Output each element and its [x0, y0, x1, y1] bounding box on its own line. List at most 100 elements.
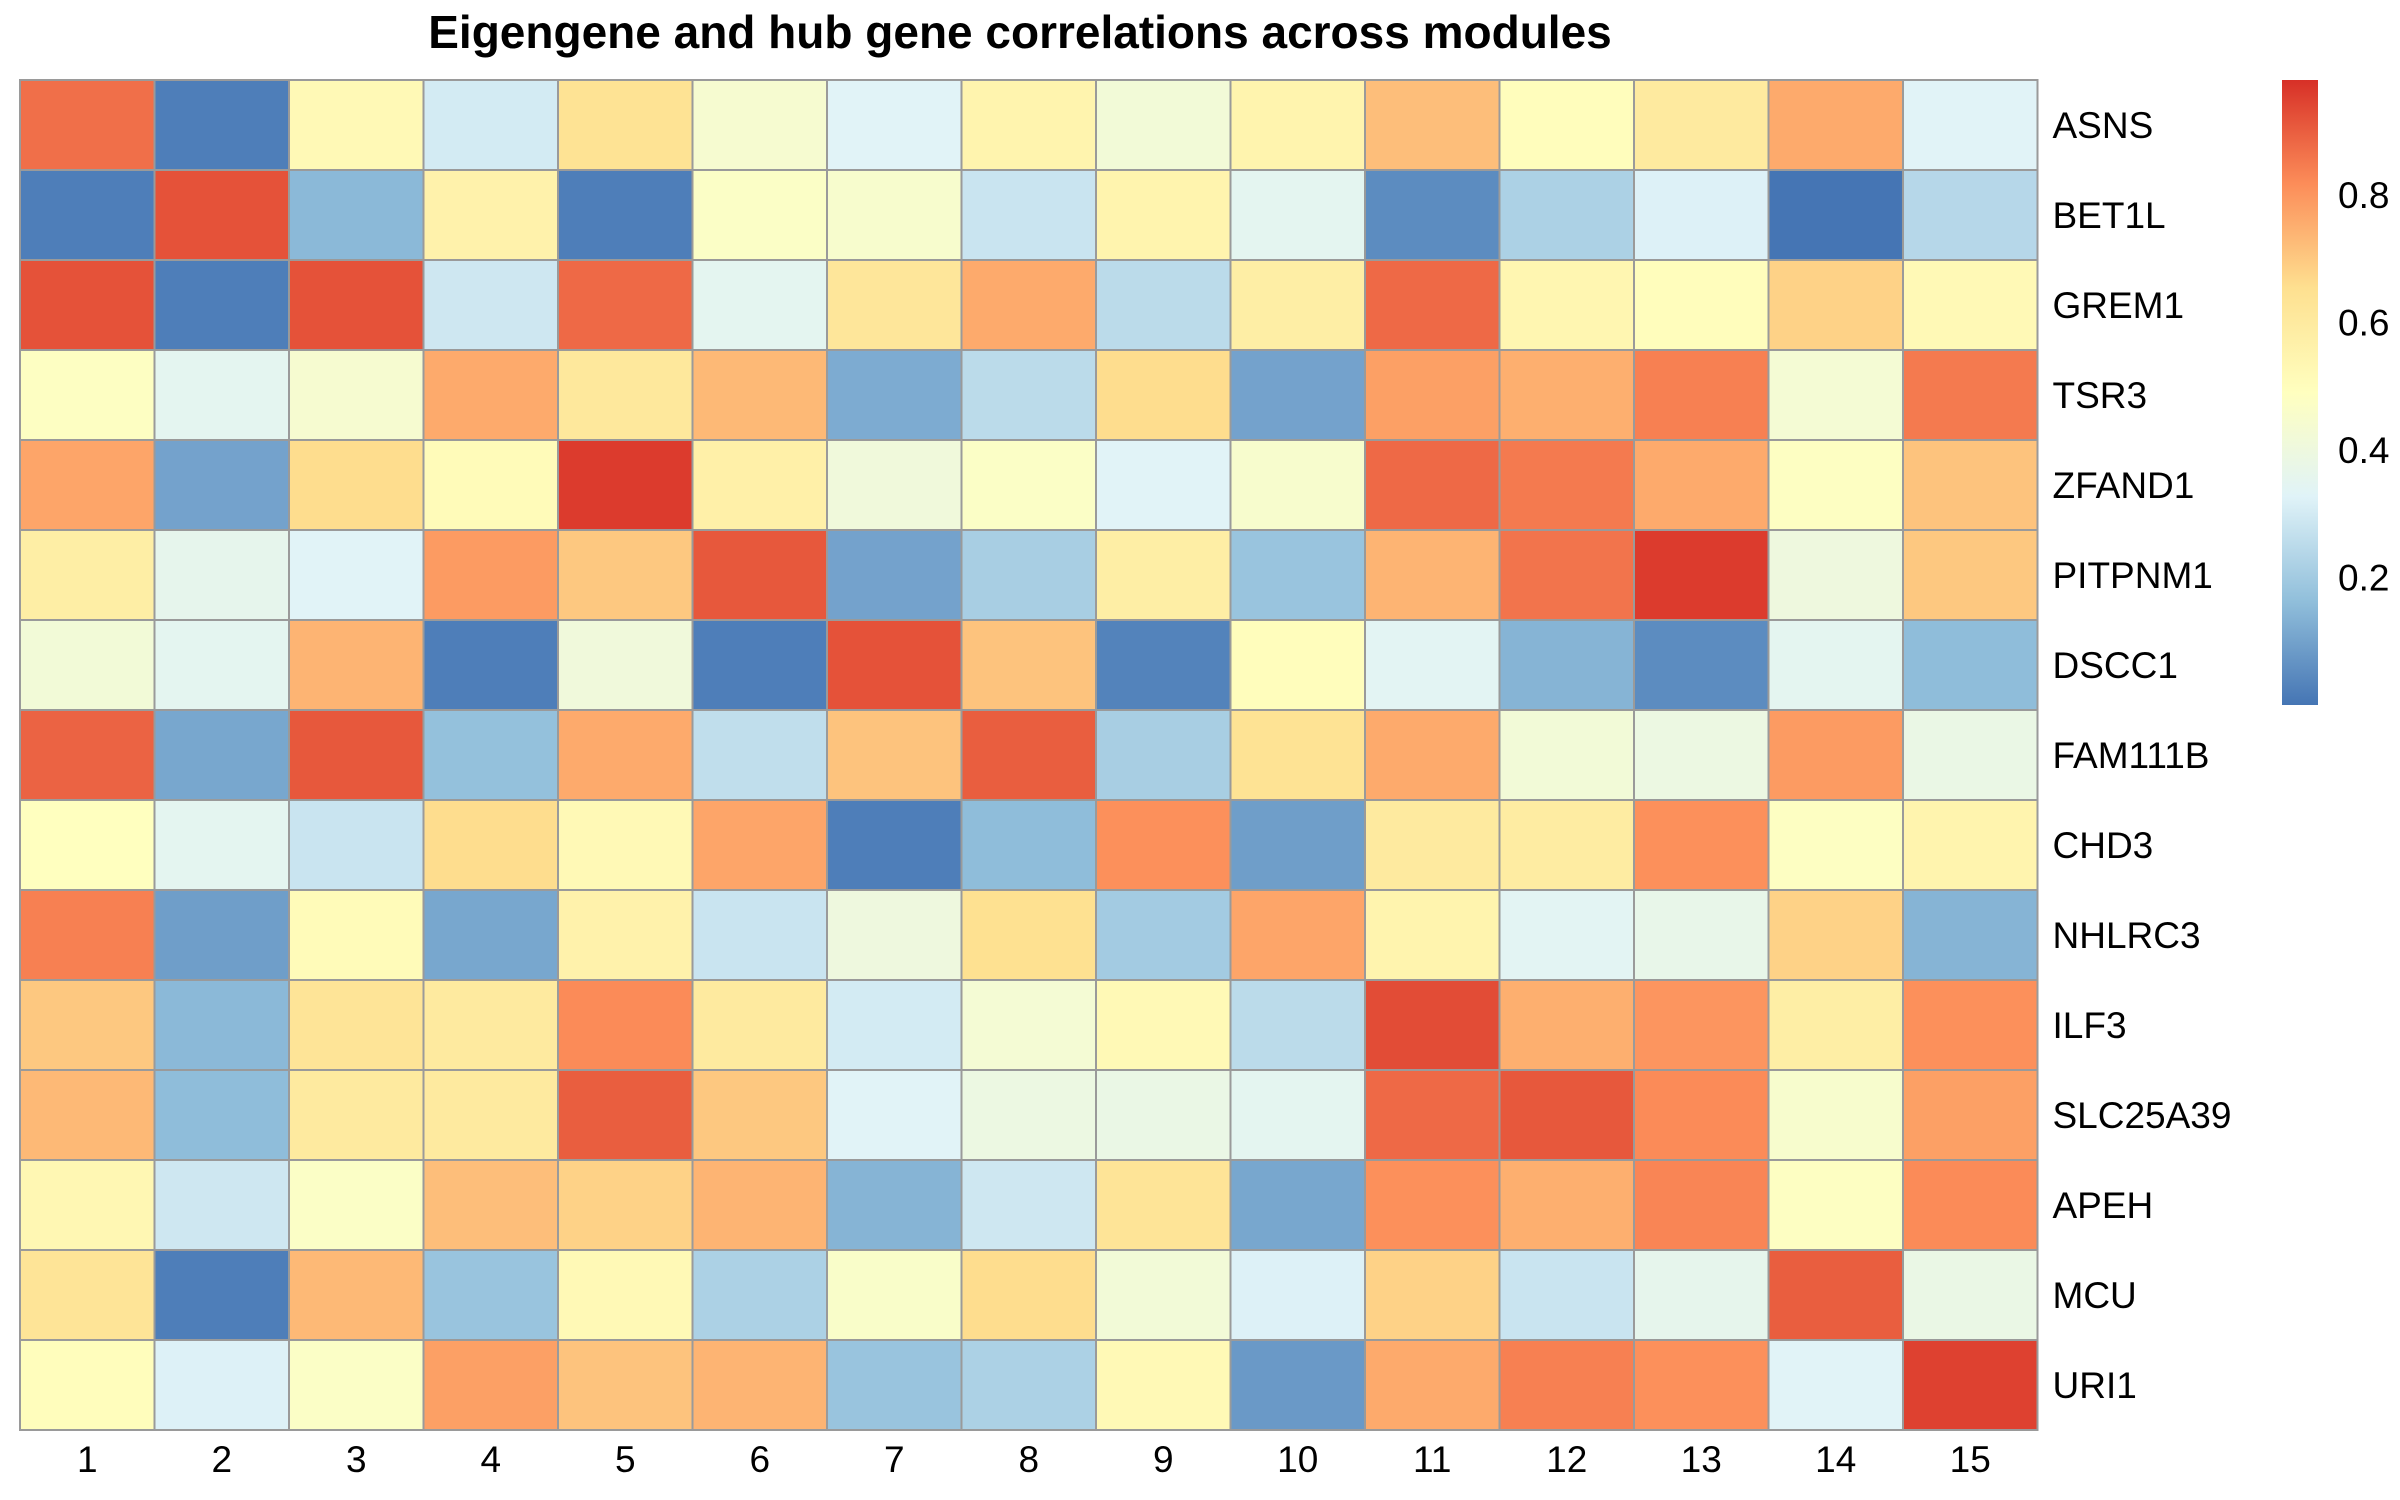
heatmap-cell-CHD3-13 [1633, 799, 1770, 891]
column-label-8: 8 [1018, 1439, 1039, 1480]
heatmap-cell-CHD3-9 [1095, 799, 1232, 891]
heatmap-cell-BET1L-12 [1498, 169, 1635, 261]
heatmap-cell-MCU-6 [691, 1249, 828, 1341]
heatmap-cell-PITPNM1-5 [557, 529, 694, 621]
heatmap-cell-ASNS-5 [557, 79, 694, 171]
heatmap-cell-ILF3-15 [1902, 979, 2039, 1071]
heatmap-cell-APEH-5 [557, 1159, 694, 1251]
column-label-4: 4 [480, 1439, 501, 1480]
heatmap-cell-DSCC1-1 [19, 619, 156, 711]
heatmap-cell-DSCC1-15 [1902, 619, 2039, 711]
heatmap-cell-ZFAND1-13 [1633, 439, 1770, 531]
heatmap-cell-APEH-9 [1095, 1159, 1232, 1251]
heatmap-cell-SLC25A39-3 [288, 1069, 425, 1161]
heatmap-cell-GREM1-4 [422, 259, 559, 351]
heatmap-cell-PITPNM1-15 [1902, 529, 2039, 621]
row-label-MCU: MCU [2053, 1275, 2137, 1316]
heatmap-cell-SLC25A39-14 [1767, 1069, 1904, 1161]
heatmap-cell-DSCC1-8 [960, 619, 1097, 711]
heatmap-cell-CHD3-3 [288, 799, 425, 891]
heatmap-cell-TSR3-6 [691, 349, 828, 441]
heatmap-cell-ASNS-3 [288, 79, 425, 171]
heatmap-cell-URI1-10 [1229, 1339, 1366, 1431]
heatmap-cell-GREM1-6 [691, 259, 828, 351]
column-label-5: 5 [615, 1439, 636, 1480]
heatmap-cell-TSR3-5 [557, 349, 694, 441]
heatmap-cell-PITPNM1-8 [960, 529, 1097, 621]
heatmap-cell-NHLRC3-3 [288, 889, 425, 981]
heatmap-cell-ILF3-6 [691, 979, 828, 1071]
heatmap-cell-CHD3-6 [691, 799, 828, 891]
heatmap-cell-MCU-13 [1633, 1249, 1770, 1341]
heatmap-cell-NHLRC3-12 [1498, 889, 1635, 981]
heatmap-cell-PITPNM1-12 [1498, 529, 1635, 621]
column-label-12: 12 [1546, 1439, 1587, 1480]
heatmap-cell-FAM111B-4 [422, 709, 559, 801]
heatmap-cell-MCU-11 [1364, 1249, 1501, 1341]
heatmap-cell-ASNS-11 [1364, 79, 1501, 171]
heatmap-cell-URI1-2 [153, 1339, 290, 1431]
heatmap-cell-URI1-3 [288, 1339, 425, 1431]
heatmap-cell-TSR3-15 [1902, 349, 2039, 441]
column-label-9: 9 [1153, 1439, 1174, 1480]
column-labels: 1 2 3 4 5 6 7 8 9 10 11 12 13 14 15 [77, 1439, 1991, 1480]
heatmap-cell-ILF3-13 [1633, 979, 1770, 1071]
heatmap-cell-NHLRC3-15 [1902, 889, 2039, 981]
heatmap-cell-CHD3-8 [960, 799, 1097, 891]
heatmap-cell-MCU-3 [288, 1249, 425, 1341]
heatmap-cell-NHLRC3-8 [960, 889, 1097, 981]
heatmap-cell-FAM111B-12 [1498, 709, 1635, 801]
heatmap-cell-ZFAND1-3 [288, 439, 425, 531]
heatmap-cell-ZFAND1-10 [1229, 439, 1366, 531]
heatmap-cell-APEH-15 [1902, 1159, 2039, 1251]
heatmap-cell-PITPNM1-4 [422, 529, 559, 621]
row-label-DSCC1: DSCC1 [2053, 645, 2178, 686]
row-label-APEH: APEH [2053, 1185, 2154, 1226]
heatmap-cell-TSR3-1 [19, 349, 156, 441]
row-labels: ASNS BET1L GREM1 TSR3 ZFAND1 PITPNM1 DSCC1 FAM1… [2053, 105, 2232, 1406]
column-label-3: 3 [346, 1439, 367, 1480]
heatmap-cell-TSR3-7 [826, 349, 963, 441]
heatmap-cell-ILF3-12 [1498, 979, 1635, 1071]
row-label-PITPNM1: PITPNM1 [2053, 555, 2213, 596]
heatmap-cell-TSR3-10 [1229, 349, 1366, 441]
heatmap-cell-ASNS-6 [691, 79, 828, 171]
heatmap-cell-ILF3-4 [422, 979, 559, 1071]
row-label-ASNS: ASNS [2053, 105, 2154, 146]
heatmap-cell-NHLRC3-1 [19, 889, 156, 981]
heatmap-cell-GREM1-12 [1498, 259, 1635, 351]
heatmap-cell-GREM1-3 [288, 259, 425, 351]
heatmap-cell-PITPNM1-14 [1767, 529, 1904, 621]
heatmap-cell-DSCC1-6 [691, 619, 828, 711]
heatmap-cell-URI1-5 [557, 1339, 694, 1431]
heatmap-cell-FAM111B-6 [691, 709, 828, 801]
heatmap-cell-URI1-9 [1095, 1339, 1232, 1431]
heatmap-cell-BET1L-11 [1364, 169, 1501, 261]
heatmap-cell-APEH-2 [153, 1159, 290, 1251]
heatmap-cell-PITPNM1-7 [826, 529, 963, 621]
heatmap-cell-ASNS-12 [1498, 79, 1635, 171]
colorbar-tick-label: 0.4 [2338, 430, 2389, 471]
heatmap-cell-MCU-7 [826, 1249, 963, 1341]
heatmap-cell-TSR3-4 [422, 349, 559, 441]
heatmap-cell-URI1-4 [422, 1339, 559, 1431]
heatmap-cell-DSCC1-5 [557, 619, 694, 711]
heatmap-cell-APEH-14 [1767, 1159, 1904, 1251]
heatmap-cell-URI1-8 [960, 1339, 1097, 1431]
heatmap-cell-SLC25A39-2 [153, 1069, 290, 1161]
heatmap-cell-MCU-5 [557, 1249, 694, 1341]
heatmap-cell-APEH-1 [19, 1159, 156, 1251]
heatmap-cell-FAM111B-1 [19, 709, 156, 801]
heatmap-cell-ZFAND1-5 [557, 439, 694, 531]
heatmap-cell-NHLRC3-2 [153, 889, 290, 981]
heatmap-cell-ASNS-4 [422, 79, 559, 171]
heatmap-cell-MCU-12 [1498, 1249, 1635, 1341]
heatmap-cell-NHLRC3-10 [1229, 889, 1366, 981]
row-label-CHD3: CHD3 [2053, 825, 2154, 866]
heatmap-cell-BET1L-5 [557, 169, 694, 261]
heatmap-cell-ZFAND1-2 [153, 439, 290, 531]
row-label-URI1: URI1 [2053, 1365, 2137, 1406]
colorbar-ticks: 0.2 0.4 0.6 0.8 [2338, 175, 2389, 599]
heatmap-cell-FAM111B-10 [1229, 709, 1366, 801]
heatmap-cell-GREM1-11 [1364, 259, 1501, 351]
